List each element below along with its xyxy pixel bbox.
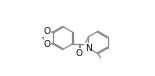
- Text: O: O: [75, 49, 82, 58]
- Text: O: O: [43, 27, 51, 36]
- Text: N: N: [85, 44, 92, 53]
- Text: O: O: [43, 40, 51, 49]
